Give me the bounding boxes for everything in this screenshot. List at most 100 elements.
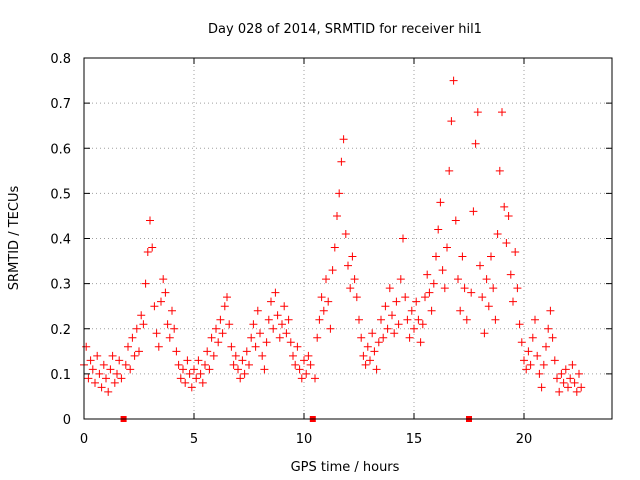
data-point-0-198 — [522, 365, 531, 374]
data-point-0-169 — [456, 306, 465, 315]
data-point-0-143 — [399, 234, 407, 243]
data-point-0-116 — [339, 135, 348, 144]
data-point-0-22 — [130, 351, 139, 360]
data-point-0-26 — [139, 320, 148, 329]
y-axis-ticks: 0 0.1 0.2 0.3 0.4 0.5 0.6 0.7 0.8 — [50, 52, 612, 428]
data-point-0-164 — [445, 166, 454, 175]
data-point-0-117 — [341, 229, 350, 238]
data-point-0-222 — [575, 369, 583, 378]
data-point-0-91 — [282, 329, 291, 338]
data-point-0-135 — [381, 302, 390, 311]
data-point-0-219 — [568, 360, 577, 369]
data-point-0-82 — [262, 338, 271, 347]
data-point-0-130 — [370, 347, 379, 356]
data-point-0-214 — [557, 369, 566, 378]
data-point-0-61 — [216, 315, 225, 324]
data-point-0-85 — [269, 324, 278, 333]
data-point-0-30 — [148, 243, 157, 252]
data-point-0-48 — [187, 383, 196, 392]
data-point-0-122 — [352, 293, 361, 302]
data-point-0-34 — [157, 297, 165, 306]
data-point-0-144 — [401, 293, 410, 302]
data-point-0-195 — [515, 320, 524, 329]
data-point-0-193 — [511, 248, 520, 257]
data-point-0-159 — [434, 225, 443, 234]
data-point-0-46 — [183, 356, 192, 365]
data-point-0-132 — [374, 338, 383, 347]
data-point-0-217 — [564, 383, 572, 392]
data-point-0-197 — [520, 356, 528, 365]
data-point-0-97 — [295, 365, 304, 374]
y-tick-label-0: 0 — [63, 413, 71, 428]
data-point-0-51 — [194, 356, 203, 365]
y-tick-label-7: 0.7 — [50, 97, 71, 112]
data-point-0-218 — [566, 374, 575, 383]
data-point-0-201 — [528, 333, 537, 342]
data-point-0-176 — [473, 108, 482, 117]
data-point-0-211 — [550, 356, 559, 365]
data-point-0-83 — [264, 315, 273, 324]
data-point-0-192 — [509, 297, 517, 306]
data-point-0-14 — [110, 378, 119, 387]
data-point-0-33 — [154, 342, 163, 351]
data-point-0-71 — [238, 356, 247, 365]
data-point-0-45 — [181, 378, 190, 387]
data-point-0-140 — [392, 297, 401, 306]
data-point-0-216 — [561, 365, 570, 374]
data-point-0-212 — [553, 374, 561, 383]
x-tick-label-1: 5 — [190, 432, 198, 447]
data-point-0-182 — [487, 252, 495, 261]
data-point-0-103 — [311, 374, 319, 383]
data-point-0-73 — [242, 347, 251, 356]
x-tick-label-4: 20 — [516, 432, 533, 447]
y-tick-label-6: 0.6 — [50, 142, 71, 157]
data-point-0-166 — [449, 76, 458, 85]
y-axis-label: SRMTID / TECUs — [7, 186, 22, 291]
data-point-0-27 — [141, 279, 150, 288]
data-point-0-113 — [333, 211, 341, 220]
y-tick-label-1: 0.1 — [50, 368, 71, 383]
data-point-0-37 — [163, 320, 172, 329]
x-axis-label: GPS time / hours — [291, 460, 400, 475]
data-point-0-24 — [135, 347, 143, 356]
data-point-0-172 — [462, 315, 471, 324]
data-point-0-145 — [403, 315, 412, 324]
x-tick-label-3: 15 — [406, 432, 423, 447]
data-point-0-208 — [544, 324, 553, 333]
data-point-0-86 — [271, 288, 280, 297]
data-point-0-69 — [234, 365, 242, 374]
data-point-0-111 — [328, 266, 337, 275]
data-point-0-136 — [383, 324, 392, 333]
data-point-0-223 — [577, 383, 586, 392]
data-point-0-123 — [355, 315, 363, 324]
data-point-0-150 — [414, 315, 423, 324]
data-point-0-185 — [493, 229, 502, 238]
data-point-0-138 — [388, 311, 396, 320]
data-point-0-38 — [165, 333, 174, 342]
data-point-0-31 — [150, 302, 159, 311]
data-points — [80, 76, 586, 396]
data-point-0-15 — [113, 369, 121, 378]
data-point-0-76 — [249, 320, 258, 329]
data-point-0-52 — [196, 369, 205, 378]
data-point-0-202 — [531, 315, 539, 324]
data-point-0-12 — [106, 365, 115, 374]
data-point-0-184 — [491, 315, 500, 324]
data-point-0-70 — [236, 374, 245, 383]
data-point-0-210 — [548, 333, 557, 342]
data-point-0-203 — [533, 351, 542, 360]
data-point-0-44 — [179, 365, 187, 374]
data-point-0-4 — [88, 365, 97, 374]
data-point-0-49 — [190, 365, 198, 374]
data-point-0-206 — [539, 360, 548, 369]
data-point-0-87 — [273, 311, 282, 320]
data-point-0-11 — [104, 387, 113, 396]
data-point-0-199 — [524, 347, 533, 356]
data-point-0-80 — [258, 351, 267, 360]
data-point-0-153 — [421, 293, 429, 302]
data-point-0-178 — [478, 293, 487, 302]
data-point-0-9 — [99, 360, 108, 369]
data-point-0-205 — [537, 383, 546, 392]
data-point-0-191 — [506, 270, 515, 279]
data-point-0-32 — [152, 329, 161, 338]
